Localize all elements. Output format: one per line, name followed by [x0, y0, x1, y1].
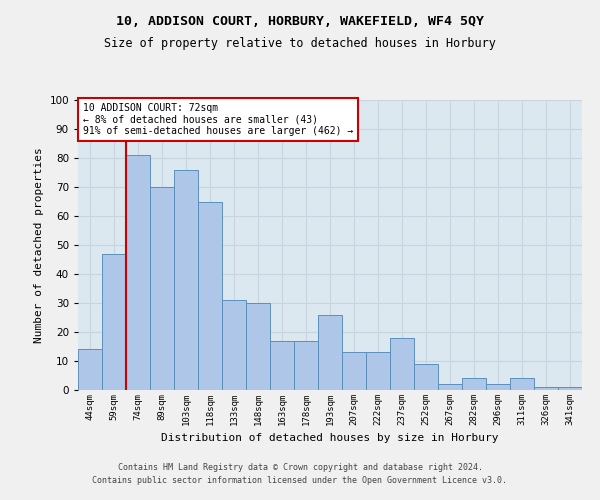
Bar: [102, 254, 126, 390]
Bar: [438, 384, 462, 390]
Text: Contains HM Land Registry data © Crown copyright and database right 2024.
Contai: Contains HM Land Registry data © Crown c…: [92, 463, 508, 485]
Bar: [270, 340, 294, 390]
Bar: [246, 303, 270, 390]
Bar: [78, 350, 102, 390]
Bar: [294, 340, 318, 390]
Y-axis label: Number of detached properties: Number of detached properties: [34, 147, 44, 343]
Bar: [558, 387, 582, 390]
Text: 10 ADDISON COURT: 72sqm
← 8% of detached houses are smaller (43)
91% of semi-det: 10 ADDISON COURT: 72sqm ← 8% of detached…: [83, 103, 353, 136]
Text: Size of property relative to detached houses in Horbury: Size of property relative to detached ho…: [104, 38, 496, 51]
Bar: [390, 338, 414, 390]
Bar: [150, 187, 174, 390]
Bar: [126, 155, 150, 390]
Bar: [414, 364, 438, 390]
Bar: [174, 170, 198, 390]
Bar: [366, 352, 390, 390]
Bar: [534, 387, 558, 390]
X-axis label: Distribution of detached houses by size in Horbury: Distribution of detached houses by size …: [161, 434, 499, 444]
Bar: [462, 378, 486, 390]
Bar: [510, 378, 534, 390]
Bar: [486, 384, 510, 390]
Bar: [318, 314, 342, 390]
Bar: [198, 202, 222, 390]
Bar: [342, 352, 366, 390]
Text: 10, ADDISON COURT, HORBURY, WAKEFIELD, WF4 5QY: 10, ADDISON COURT, HORBURY, WAKEFIELD, W…: [116, 15, 484, 28]
Bar: [222, 300, 246, 390]
